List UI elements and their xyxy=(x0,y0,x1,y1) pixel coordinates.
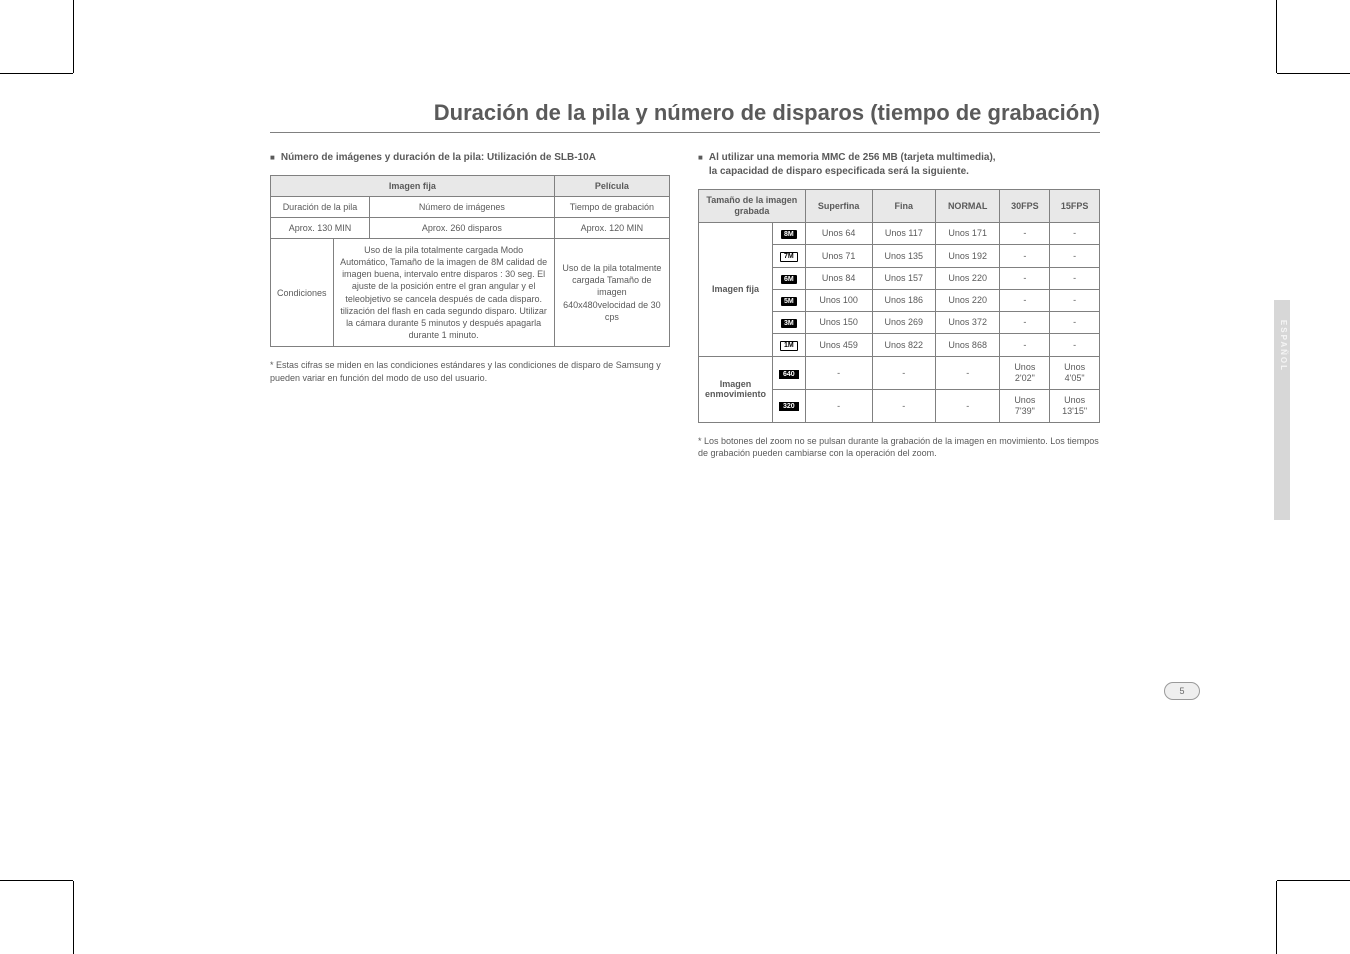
capacity-cell: Unos2'02" xyxy=(1000,357,1050,390)
capacity-cell: - xyxy=(1000,333,1050,356)
th-superfina: Superfina xyxy=(805,190,872,223)
capacity-cell: - xyxy=(805,357,872,390)
capacity-cell: - xyxy=(1000,244,1050,267)
group-imagen-mov: Imagenenmovimiento xyxy=(699,357,773,422)
capacity-cell: Unos 822 xyxy=(872,333,935,356)
size-badge-icon: 3M xyxy=(781,319,797,328)
size-badge-outline-icon: 7M xyxy=(780,252,798,262)
capacity-cell: - xyxy=(805,389,872,422)
page-number: 5 xyxy=(1164,682,1200,700)
th-normal: NORMAL xyxy=(935,190,999,223)
size-badge-icon: 6M xyxy=(781,275,797,284)
size-badge-cell: 8M xyxy=(773,222,806,244)
capacity-cell: Unos 84 xyxy=(805,267,872,289)
capacity-cell: - xyxy=(1000,311,1050,333)
td-condiciones-label: Condiciones xyxy=(271,239,334,347)
bullet-icon: ■ xyxy=(270,151,275,165)
capacity-cell: - xyxy=(1050,311,1100,333)
movie-badge-cell: 320 xyxy=(773,389,806,422)
capacity-cell: - xyxy=(1050,289,1100,311)
size-badge-cell: 7M xyxy=(773,244,806,267)
capacity-cell: - xyxy=(1000,267,1050,289)
page-title: Duración de la pila y número de disparos… xyxy=(434,100,1100,130)
page-content: Duración de la pila y número de disparos… xyxy=(270,100,1100,460)
capacity-cell: Unos13'15" xyxy=(1050,389,1100,422)
size-badge-cell: 1M xyxy=(773,333,806,356)
th-size: Tamaño de la imagen grabada xyxy=(699,190,806,223)
capacity-cell: - xyxy=(1050,333,1100,356)
capacity-cell: Unos 117 xyxy=(872,222,935,244)
capacity-cell: Unos 459 xyxy=(805,333,872,356)
size-badge-cell: 3M xyxy=(773,311,806,333)
capacity-cell: Unos 171 xyxy=(935,222,999,244)
left-heading: Número de imágenes y duración de la pila… xyxy=(281,151,596,165)
th-pelicula: Película xyxy=(554,176,669,197)
movie-badge-icon: 640 xyxy=(779,370,799,379)
capacity-cell: Unos 192 xyxy=(935,244,999,267)
capacity-cell: Unos 269 xyxy=(872,311,935,333)
capacity-cell: Unos 372 xyxy=(935,311,999,333)
th-30fps: 30FPS xyxy=(1000,190,1050,223)
right-heading: Al utilizar una memoria MMC de 256 MB (t… xyxy=(709,151,996,179)
capacity-cell: - xyxy=(872,357,935,390)
bullet-icon: ■ xyxy=(698,151,703,179)
right-footnote: * Los botones del zoom no se pulsan dura… xyxy=(698,435,1100,460)
capacity-cell: Unos 135 xyxy=(872,244,935,267)
td-120min: Aprox. 120 MIN xyxy=(554,218,669,239)
td-cond-movie: Uso de la pila totalmente cargada Tamaño… xyxy=(554,239,669,347)
language-tab-label: ESPAÑOL xyxy=(1279,320,1288,372)
size-badge-outline-icon: 1M xyxy=(780,341,798,351)
capacity-cell: - xyxy=(1050,267,1100,289)
size-badge-icon: 8M xyxy=(781,230,797,239)
td-duracion: Duración de la pila xyxy=(271,197,370,218)
td-tiempo-grab: Tiempo de grabación xyxy=(554,197,669,218)
td-num-imagenes: Número de imágenes xyxy=(369,197,554,218)
capacity-cell: Unos 157 xyxy=(872,267,935,289)
title-rule xyxy=(270,132,1100,133)
movie-badge-icon: 320 xyxy=(779,402,799,411)
capacity-table: Tamaño de la imagen grabada Superfina Fi… xyxy=(698,189,1100,423)
right-column: ■ Al utilizar una memoria MMC de 256 MB … xyxy=(698,151,1100,460)
capacity-cell: - xyxy=(1050,222,1100,244)
capacity-cell: Unos7'39" xyxy=(1000,389,1050,422)
left-footnote: * Estas cifras se miden en las condicion… xyxy=(270,359,670,384)
size-badge-icon: 5M xyxy=(781,297,797,306)
capacity-cell: - xyxy=(872,389,935,422)
capacity-cell: Unos 100 xyxy=(805,289,872,311)
th-fina: Fina xyxy=(872,190,935,223)
capacity-cell: Unos 150 xyxy=(805,311,872,333)
td-130min: Aprox. 130 MIN xyxy=(271,218,370,239)
capacity-cell: Unos 71 xyxy=(805,244,872,267)
left-column: ■ Número de imágenes y duración de la pi… xyxy=(270,151,670,460)
capacity-cell: - xyxy=(1000,222,1050,244)
capacity-cell: - xyxy=(1050,244,1100,267)
capacity-cell: - xyxy=(935,389,999,422)
capacity-cell: Unos4'05" xyxy=(1050,357,1100,390)
size-badge-cell: 5M xyxy=(773,289,806,311)
th-imagen-fija: Imagen fija xyxy=(271,176,555,197)
capacity-cell: Unos 220 xyxy=(935,267,999,289)
capacity-cell: - xyxy=(1000,289,1050,311)
capacity-cell: Unos 220 xyxy=(935,289,999,311)
capacity-cell: Unos 186 xyxy=(872,289,935,311)
battery-table: Imagen fija Película Duración de la pila… xyxy=(270,175,670,347)
capacity-cell: Unos 868 xyxy=(935,333,999,356)
capacity-cell: - xyxy=(935,357,999,390)
th-15fps: 15FPS xyxy=(1050,190,1100,223)
td-cond-still: Uso de la pila totalmente cargada Modo A… xyxy=(333,239,554,347)
td-260disp: Aprox. 260 disparos xyxy=(369,218,554,239)
size-badge-cell: 6M xyxy=(773,267,806,289)
movie-badge-cell: 640 xyxy=(773,357,806,390)
capacity-cell: Unos 64 xyxy=(805,222,872,244)
group-imagen-fija: Imagen fija xyxy=(699,222,773,357)
